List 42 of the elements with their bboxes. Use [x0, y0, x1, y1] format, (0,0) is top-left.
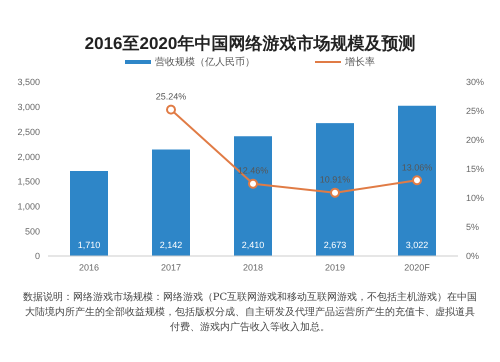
y-tick-label: 2,500 [17, 126, 40, 137]
y2-tick-label: 5% [466, 222, 480, 232]
y2-tick-label: 25% [466, 106, 484, 116]
text: 数据说明：网络游戏市场规模：网络游戏（PC互联网游戏和移动互联网游戏，不包括主机游戏）在中国大陆境内所产生的全部收益规模，包括版权分成、自主研发及代理产品运营所产生的充值卡、虚拟道具付费、游戏内广告收入等收入加总。 [22, 290, 478, 335]
bar [316, 123, 354, 256]
y2-tick-label: 10% [466, 193, 484, 204]
data-label: 10.91% [320, 174, 350, 185]
point [248, 178, 258, 189]
y2-tick-label: 0% [466, 251, 480, 262]
point [330, 188, 340, 198]
y-tick-label: 1,500 [17, 176, 40, 187]
y-tick-label: 3,000 [17, 102, 40, 112]
y-tick-label: 3,500 [17, 77, 40, 88]
y2-tick-label: 30% [466, 77, 484, 88]
data-label: 3,022 [406, 240, 428, 250]
bar [152, 150, 190, 256]
bar [398, 106, 436, 256]
x-tick-label: 2020F [404, 262, 430, 272]
bar [234, 136, 272, 256]
data-label: 1,710 [78, 240, 100, 250]
data-label: 2,410 [242, 240, 264, 250]
y-tick-label: 1,000 [17, 201, 40, 212]
data-label: 25.24% [156, 92, 186, 102]
x-tick-label: 2018 [242, 262, 264, 272]
legend-label: 增长率 [344, 56, 375, 69]
point [412, 175, 422, 186]
chart-title: 2016至2020年中国网络游戏市场规模及预测 [84, 33, 416, 54]
x-tick-label: 2017 [160, 262, 182, 272]
data-label: 2,673 [324, 240, 346, 250]
data-label: 13.06% [402, 162, 432, 172]
y-tick-label: 0 [34, 251, 40, 262]
point [166, 104, 176, 115]
data-label: 2,142 [160, 240, 182, 250]
y-tick-label: 500 [24, 226, 40, 236]
y2-tick-label: 15% [466, 164, 484, 174]
x-tick-label: 2016 [78, 262, 100, 272]
data-label: 12.46% [238, 166, 268, 176]
bar [70, 170, 108, 256]
x-tick-label: 2019 [324, 262, 346, 272]
y2-tick-label: 20% [466, 135, 484, 146]
legend-label: 营收规模（亿人民币） [154, 56, 255, 69]
y-tick-label: 2,000 [17, 152, 40, 162]
